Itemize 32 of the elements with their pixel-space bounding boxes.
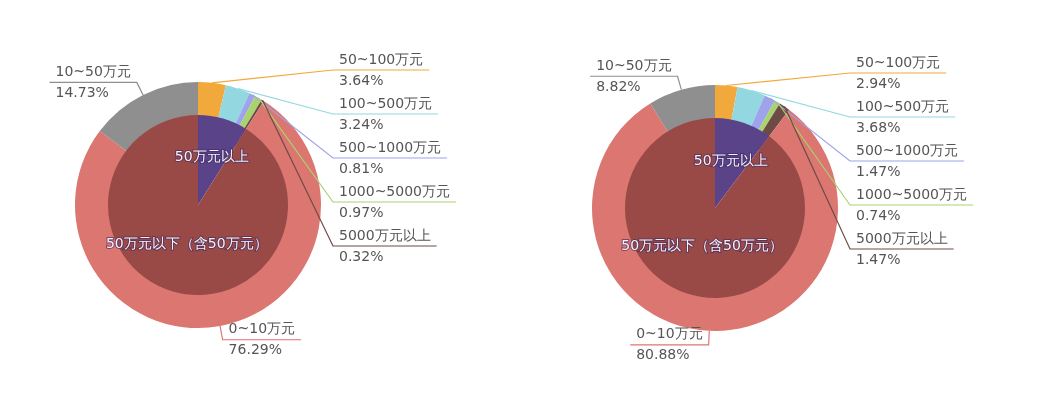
data-label: 2.94% <box>856 74 901 91</box>
data-label: 14.73% <box>55 84 109 101</box>
slice-label: 0~10万元 <box>228 320 296 337</box>
slice-label: 5000万元以上 <box>339 226 431 243</box>
slice-label: 100~500万元 <box>856 97 950 114</box>
data-label: 0.81% <box>339 159 384 176</box>
slice-label: 50万元以上 <box>693 151 768 168</box>
data-label: 1.47% <box>856 162 901 179</box>
data-label: 0.97% <box>339 203 384 220</box>
slice-label: 50~100万元 <box>339 50 424 67</box>
slice-label: 50万元以下（含50万元） <box>105 234 268 251</box>
slice-label: 100~500万元 <box>339 94 433 111</box>
slice-label: 1000~5000万元 <box>856 185 967 202</box>
data-label: 0.32% <box>339 247 384 264</box>
slice-label: 50~100万元 <box>856 53 941 70</box>
slice-label: 10~50万元 <box>596 56 672 73</box>
data-label: 1.47% <box>856 250 901 267</box>
slice-label: 0~10万元 <box>636 325 703 342</box>
data-label: 3.68% <box>856 118 901 135</box>
data-label: 3.64% <box>339 71 384 88</box>
data-label: 8.82% <box>596 77 641 94</box>
slice-label: 500~1000万元 <box>856 141 959 158</box>
slice-label: 5000万元以上 <box>856 229 948 246</box>
slice-label: 50万元以下（含50万元） <box>621 237 783 254</box>
slice-label: 50万元以上 <box>174 148 249 165</box>
data-label: 0.74% <box>856 206 901 223</box>
data-label: 76.29% <box>228 341 282 358</box>
slice-label: 500~1000万元 <box>339 138 442 155</box>
slice-label: 10~50万元 <box>55 63 131 80</box>
data-label: 80.88% <box>636 346 690 363</box>
slice-label: 1000~5000万元 <box>339 182 450 199</box>
data-label: 3.24% <box>339 115 384 132</box>
